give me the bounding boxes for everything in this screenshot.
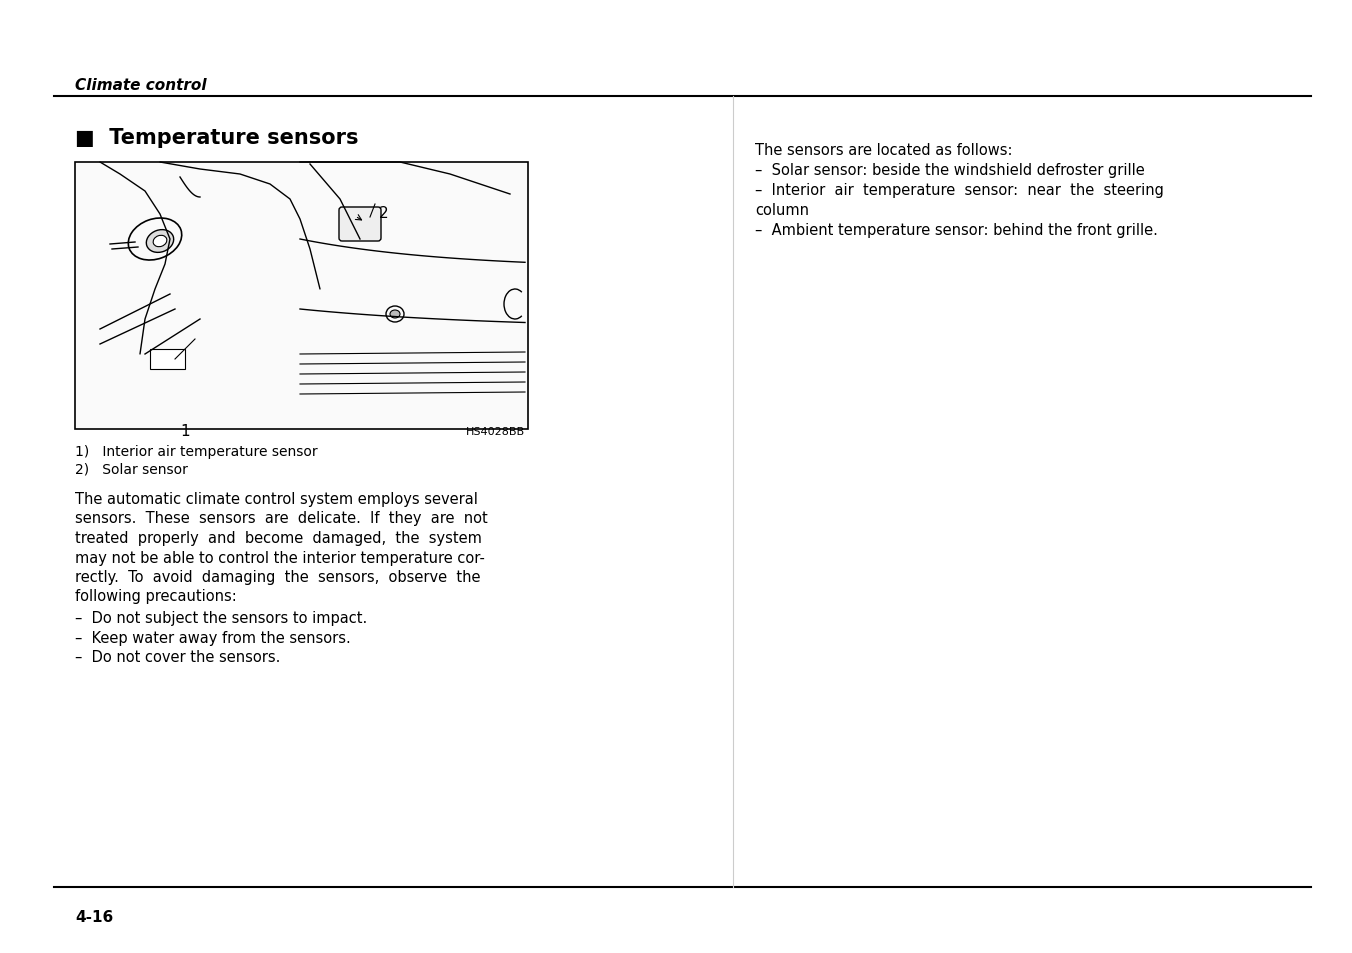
Text: following precautions:: following precautions: (74, 589, 237, 604)
Text: column: column (754, 203, 808, 218)
Ellipse shape (153, 236, 166, 248)
Bar (76, 164, 527, 429)
Text: –  Solar sensor: beside the windshield defroster grille: – Solar sensor: beside the windshield de… (754, 163, 1145, 178)
Bar (150, 350, 185, 370)
Text: –  Do not cover the sensors.: – Do not cover the sensors. (74, 649, 280, 664)
Text: The sensors are located as follows:: The sensors are located as follows: (754, 143, 1013, 158)
Text: sensors.  These  sensors  are  delicate.  If  they  are  not: sensors. These sensors are delicate. If … (74, 511, 488, 526)
Text: The automatic climate control system employs several: The automatic climate control system emp… (74, 492, 477, 506)
Text: 2)   Solar sensor: 2) Solar sensor (74, 462, 188, 476)
Text: may not be able to control the interior temperature cor-: may not be able to control the interior … (74, 550, 485, 565)
Text: HS4028BB: HS4028BB (466, 427, 525, 436)
Bar (74, 163, 529, 430)
Text: ■  Temperature sensors: ■ Temperature sensors (74, 128, 358, 148)
Text: 1)   Interior air temperature sensor: 1) Interior air temperature sensor (74, 444, 318, 458)
Ellipse shape (146, 231, 173, 253)
Text: Climate control: Climate control (74, 78, 207, 92)
Text: treated  properly  and  become  damaged,  the  system: treated properly and become damaged, the… (74, 531, 481, 545)
Ellipse shape (389, 311, 400, 318)
Text: 2: 2 (379, 206, 388, 221)
Text: –  Ambient temperature sensor: behind the front grille.: – Ambient temperature sensor: behind the… (754, 223, 1157, 237)
Text: 1: 1 (180, 423, 189, 438)
FancyBboxPatch shape (339, 208, 381, 242)
Text: –  Keep water away from the sensors.: – Keep water away from the sensors. (74, 630, 350, 645)
Text: –  Do not subject the sensors to impact.: – Do not subject the sensors to impact. (74, 610, 368, 625)
Text: rectly.  To  avoid  damaging  the  sensors,  observe  the: rectly. To avoid damaging the sensors, o… (74, 569, 480, 584)
Text: 4-16: 4-16 (74, 909, 114, 924)
Text: –  Interior  air  temperature  sensor:  near  the  steering: – Interior air temperature sensor: near … (754, 183, 1164, 198)
